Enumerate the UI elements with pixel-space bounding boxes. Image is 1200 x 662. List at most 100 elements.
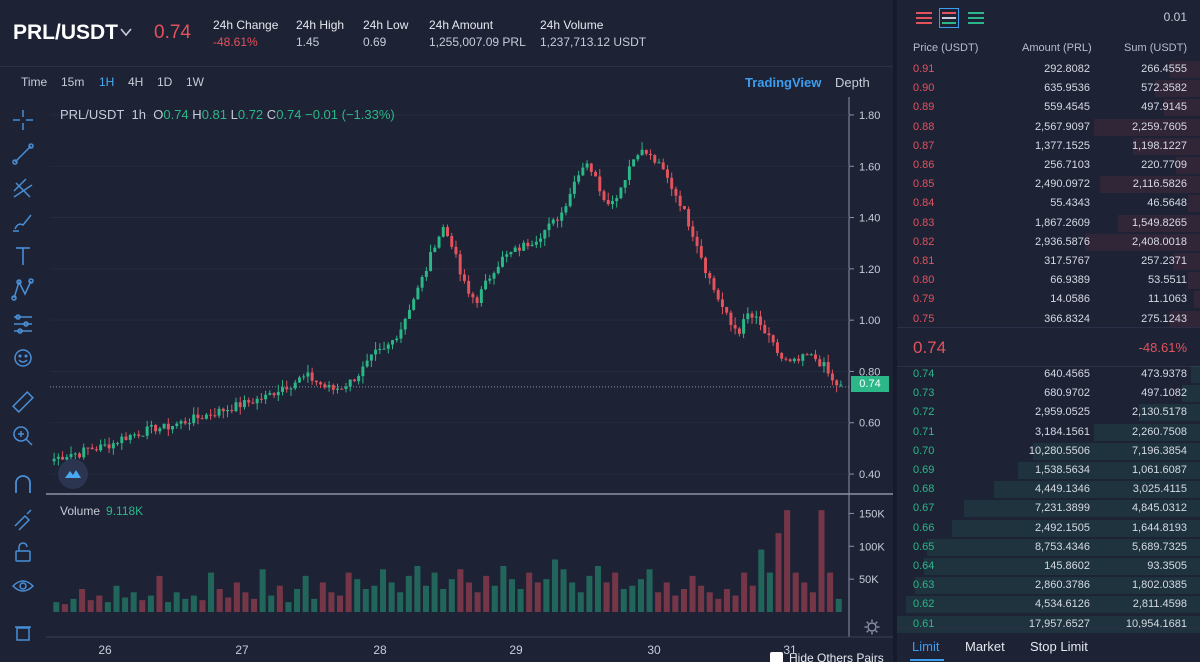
- emoji-icon[interactable]: [10, 345, 36, 371]
- chevron-down-icon[interactable]: [119, 25, 133, 39]
- price-chart[interactable]: 1.80 1.60 1.40 1.20 1.00 0.80 0.60 0.40 150K 100…: [0, 67, 893, 662]
- ask-row[interactable]: 0.80 66.9389 53.5511: [897, 271, 1200, 290]
- ask-row[interactable]: 0.79 14.0586 11.1063: [897, 290, 1200, 309]
- bid-row[interactable]: 0.69 1,538.5634 1,061.6087: [897, 461, 1200, 480]
- hide-others-pairs-label: Hide Others Pairs: [789, 651, 884, 662]
- bid-row[interactable]: 0.73 680.9702 497.1082: [897, 384, 1200, 403]
- candle-body: [128, 435, 132, 440]
- ask-row[interactable]: 0.75 366.8324 275.1243: [897, 310, 1200, 329]
- depth-bar: [1118, 214, 1200, 232]
- row-price: 0.79: [913, 293, 935, 306]
- timeframe-15m[interactable]: 15m: [61, 75, 85, 89]
- eye-icon[interactable]: [10, 573, 36, 599]
- volume-bar: [586, 575, 593, 612]
- bid-row[interactable]: 0.72 2,959.0525 2,130.5178: [897, 403, 1200, 422]
- tab-limit[interactable]: Limit: [912, 639, 940, 654]
- checkbox[interactable]: [770, 651, 783, 662]
- bid-row[interactable]: 0.66 2,492.1505 1,644.8193: [897, 519, 1200, 538]
- tradingview-tab[interactable]: TradingView: [745, 75, 822, 90]
- both-sides-icon[interactable]: [939, 8, 959, 28]
- stat-24h-amount: 24h Amount 1,255,007.09 PRL: [429, 18, 526, 49]
- depth-tab[interactable]: Depth: [835, 75, 870, 90]
- lock-drawing-icon[interactable]: [10, 505, 36, 531]
- bid-row[interactable]: 0.64 145.8602 93.3505: [897, 557, 1200, 576]
- depth-bar: [1033, 442, 1200, 460]
- candle-body: [348, 379, 352, 387]
- candle-body: [640, 149, 644, 156]
- ask-row[interactable]: 0.90 635.9536 572.3582: [897, 79, 1200, 98]
- volume-bar: [70, 598, 77, 612]
- brush-icon[interactable]: [10, 209, 36, 235]
- tab-market[interactable]: Market: [965, 639, 1005, 654]
- row-price: 0.69: [913, 464, 935, 476]
- ask-row[interactable]: 0.91 292.8082 266.4555: [897, 60, 1200, 79]
- trend-line-icon[interactable]: [10, 141, 36, 167]
- timeframe-time[interactable]: Time: [21, 75, 48, 89]
- trash-icon[interactable]: [10, 619, 36, 645]
- candle-body: [670, 177, 674, 189]
- asks-only-icon[interactable]: [914, 8, 934, 28]
- timeframe-4h[interactable]: 4H: [128, 75, 144, 89]
- depth-bar: [1084, 233, 1200, 251]
- row-sum: 220.7709: [1141, 159, 1187, 171]
- timeframe-1w[interactable]: 1W: [186, 75, 204, 89]
- candle-body: [725, 306, 729, 313]
- gear-icon[interactable]: [864, 619, 880, 635]
- bid-row[interactable]: 0.74 640.4565 473.9378: [897, 365, 1200, 384]
- candle-body: [759, 316, 762, 325]
- row-price: 0.82: [913, 235, 935, 248]
- timeframe-1d[interactable]: 1D: [157, 75, 173, 89]
- text-icon[interactable]: [10, 243, 36, 269]
- candle-body: [788, 359, 792, 362]
- timeframe-1h[interactable]: 1H: [99, 75, 115, 89]
- bids-only-icon[interactable]: [966, 8, 986, 28]
- ruler-icon[interactable]: [10, 389, 36, 415]
- bid-row[interactable]: 0.67 7,231.3899 4,845.0312: [897, 499, 1200, 518]
- candle-body: [691, 226, 695, 237]
- ask-row[interactable]: 0.88 2,567.9097 2,259.7605: [897, 118, 1200, 137]
- magnet-icon[interactable]: [10, 471, 36, 497]
- bid-row[interactable]: 0.68 4,449.1346 3,025.4115: [897, 480, 1200, 499]
- bid-row[interactable]: 0.62 4,534.6126 2,811.4598: [897, 595, 1200, 614]
- row-price: 0.71: [913, 425, 935, 438]
- candle-body: [264, 394, 268, 400]
- candle-body: [319, 382, 323, 385]
- unlock-icon[interactable]: [10, 539, 36, 565]
- bid-row[interactable]: 0.70 10,280.5506 7,196.3854: [897, 442, 1200, 461]
- ask-row[interactable]: 0.86 256.7103 220.7709: [897, 156, 1200, 175]
- volume-bar: [448, 579, 455, 612]
- candle-body: [720, 299, 724, 307]
- tab-stop-limit[interactable]: Stop Limit: [1030, 639, 1088, 654]
- prediction-icon[interactable]: [10, 311, 36, 337]
- row-price: 0.87: [913, 139, 935, 152]
- ask-row[interactable]: 0.81 317.5767 257.2371: [897, 252, 1200, 271]
- ask-row[interactable]: 0.89 559.4545 497.9145: [897, 98, 1200, 117]
- candle-body: [632, 159, 636, 167]
- candle-body: [226, 409, 230, 412]
- candle-body: [775, 342, 779, 353]
- crosshair-icon[interactable]: [10, 107, 36, 133]
- ask-row[interactable]: 0.84 55.4343 46.5648: [897, 194, 1200, 213]
- row-amount: 4,449.1346: [1034, 483, 1090, 496]
- candle-body: [818, 359, 822, 367]
- zoom-in-icon[interactable]: [10, 423, 36, 449]
- mid-price-row: 0.74 -48.61%: [897, 327, 1200, 367]
- pattern-icon[interactable]: [10, 277, 36, 303]
- ask-row[interactable]: 0.82 2,936.5876 2,408.0018: [897, 233, 1200, 252]
- ask-row[interactable]: 0.83 1,867.2609 1,549.8265: [897, 214, 1200, 233]
- pitchfork-icon[interactable]: [10, 175, 36, 201]
- bid-row[interactable]: 0.63 2,860.3786 1,802.0385: [897, 576, 1200, 595]
- hide-others-pairs-toggle[interactable]: Hide Others Pairs: [770, 651, 884, 662]
- precision-selector[interactable]: 0.01: [1163, 10, 1187, 24]
- bid-row[interactable]: 0.71 3,184.1561 2,260.7508: [897, 423, 1200, 442]
- stat-label: 24h Low: [363, 18, 409, 32]
- candle-body: [526, 242, 530, 247]
- candle-body: [737, 328, 741, 334]
- candle-body: [217, 408, 221, 416]
- ask-row[interactable]: 0.87 1,377.1525 1,198.1227: [897, 137, 1200, 156]
- depth-bar: [1093, 423, 1200, 441]
- bid-row[interactable]: 0.65 8,753.4346 5,689.7325: [897, 538, 1200, 557]
- pair-selector[interactable]: PRL/USDT: [13, 21, 118, 44]
- volume-bar: [792, 572, 799, 612]
- ask-row[interactable]: 0.85 2,490.0972 2,116.5826: [897, 175, 1200, 194]
